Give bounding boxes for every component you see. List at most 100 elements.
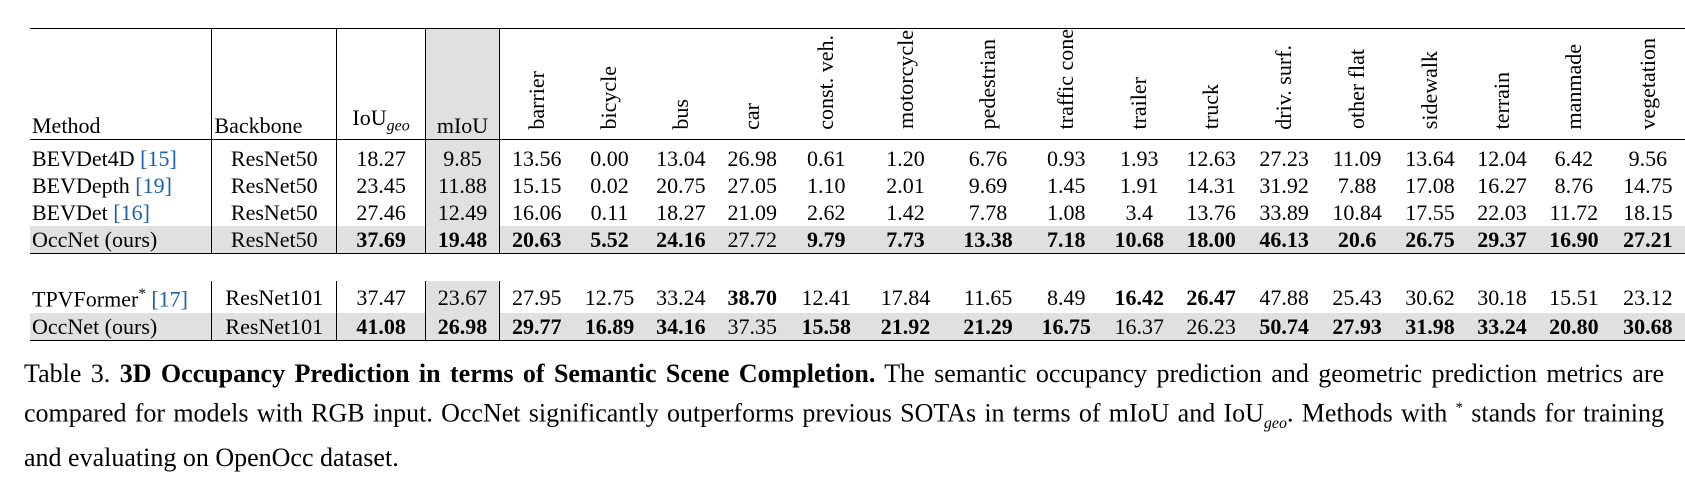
class-value-cell: 29.77 — [499, 312, 574, 341]
class-value-cell: 1.45 — [1047, 173, 1086, 199]
class-value-cell: 16.42 — [1114, 284, 1165, 310]
table-row: BEVDet4D [15] ResNet50 18.27 9.85 13.56 0.00 1… — [30, 139, 1685, 173]
class-value-cell: 12.04 — [1477, 146, 1527, 172]
iou-cell: 41.08 — [336, 312, 426, 341]
class-value-cell: 8.49 — [1047, 284, 1086, 310]
class-value-cell: 13.56 — [512, 146, 562, 172]
caption-period: . — [1287, 398, 1294, 428]
method-cell: BEVDepth [19] — [32, 173, 172, 199]
caption-note: Methods with — [1301, 398, 1448, 428]
class-value-cell: 11.65 — [963, 284, 1013, 310]
caption-sup: * — [1455, 400, 1464, 416]
class-value-cell: 14.31 — [1186, 173, 1236, 199]
method-cell: OccNet (ours) — [30, 312, 212, 341]
miou-cell: 9.85 — [424, 139, 501, 173]
class-value-cell: 30.68 — [1610, 312, 1685, 341]
class-value-cell: 1.93 — [1120, 146, 1159, 172]
class-value-cell: 27.72 — [716, 226, 789, 254]
class-value-cell: 20.80 — [1536, 312, 1611, 341]
class-value-cell: 26.47 — [1186, 284, 1236, 310]
backbone-cell: ResNet101 — [211, 281, 337, 313]
class-value-cell: 27.95 — [512, 284, 562, 310]
iou-cell: 27.46 — [336, 199, 426, 227]
class-value-cell: 1.91 — [1120, 173, 1159, 199]
class-value-cell: 38.70 — [727, 284, 777, 310]
table-row: BEVDet [16] ResNet50 27.46 12.49 16.06 0.11 18… — [30, 199, 1685, 227]
class-value-cell: 21.92 — [864, 312, 947, 341]
class-value-cell: 10.68 — [1103, 226, 1176, 254]
class-value-cell: 7.73 — [864, 226, 947, 254]
miou-cell: 19.48 — [424, 226, 501, 254]
class-value-cell: 12.63 — [1186, 146, 1236, 172]
class-value-cell: 30.62 — [1405, 284, 1455, 310]
miou-cell: 11.88 — [424, 172, 501, 200]
class-value-cell: 31.92 — [1259, 173, 1309, 199]
header-class: trailer — [1103, 27, 1176, 141]
class-value-cell: 29.37 — [1467, 226, 1537, 254]
class-value-cell: 2.62 — [807, 200, 846, 226]
header-backbone: Backbone — [211, 27, 337, 141]
header-class: terrain — [1467, 27, 1537, 141]
class-value-cell: 20.63 — [499, 226, 574, 254]
header-iou: IoUgeo — [336, 27, 426, 141]
class-value-cell: 31.98 — [1393, 312, 1468, 341]
class-value-cell: 26.98 — [727, 146, 777, 172]
class-value-cell: 9.69 — [968, 173, 1008, 199]
class-value-cell: 17.84 — [880, 284, 931, 310]
class-value-cell: 50.74 — [1247, 312, 1322, 341]
miou-cell: 23.67 — [424, 281, 501, 313]
table-row: TPVFormer* [17] ResNet101 37.47 23.67 27.95 1… — [30, 281, 1685, 313]
class-value-cell: 30.18 — [1477, 284, 1527, 310]
class-value-cell: 0.11 — [590, 200, 629, 226]
class-value-cell: 1.42 — [886, 200, 925, 226]
class-value-cell: 33.89 — [1259, 200, 1309, 226]
class-value-cell: 16.06 — [512, 200, 562, 226]
caption-note-end: stands for training and evaluating on Op… — [24, 398, 1665, 472]
method-cell: BEVDet [16] — [32, 200, 150, 226]
class-value-cell: 37.35 — [716, 312, 789, 341]
backbone-cell: ResNet101 — [211, 312, 337, 341]
header-method: Method — [30, 27, 212, 141]
caption-body: The semantic occupancy prediction and ge… — [24, 359, 1665, 428]
class-value-cell: 18.15 — [1623, 200, 1673, 226]
class-value-cell: 27.23 — [1259, 146, 1309, 172]
class-value-cell: 34.16 — [645, 312, 717, 341]
class-value-cell: 21.29 — [946, 312, 1030, 341]
class-value-cell: 10.84 — [1332, 200, 1382, 226]
class-value-cell: 0.02 — [590, 173, 629, 199]
class-value-cell: 1.20 — [886, 146, 925, 172]
class-value-cell: 47.88 — [1259, 284, 1309, 310]
backbone-cell: ResNet50 — [211, 199, 337, 227]
class-value-cell: 18.00 — [1175, 226, 1248, 254]
class-value-cell: 7.18 — [1029, 226, 1104, 254]
header-class: car — [716, 27, 789, 141]
class-value-cell: 25.43 — [1332, 284, 1382, 310]
method-cell: OccNet (ours) — [30, 226, 212, 254]
class-value-cell: 11.72 — [1549, 200, 1599, 226]
results-table: Method Backbone IoUgeo mIoU barrier bicy… — [30, 27, 1685, 341]
class-value-cell: 12.41 — [801, 284, 852, 310]
class-value-cell: 21.09 — [727, 200, 777, 226]
class-value-cell: 0.00 — [590, 146, 629, 172]
header-row: Method Backbone IoUgeo mIoU barrier bicy… — [30, 27, 1685, 141]
class-value-cell: 1.10 — [807, 173, 846, 199]
class-value-cell: 3.4 — [1125, 200, 1154, 226]
table-row: OccNet (ours) ResNet50 37.69 19.48 20.63 5.52… — [30, 226, 1685, 254]
class-value-cell: 1.08 — [1047, 200, 1086, 226]
class-value-cell: 26.23 — [1175, 312, 1248, 341]
class-value-cell: 20.75 — [656, 173, 706, 199]
class-value-cell: 13.76 — [1186, 200, 1236, 226]
class-value-cell: 33.24 — [656, 284, 706, 310]
class-value-cell: 14.75 — [1623, 173, 1673, 199]
class-value-cell: 24.16 — [645, 226, 717, 254]
class-value-cell: 0.61 — [807, 146, 846, 172]
class-value-cell: 6.76 — [968, 146, 1008, 172]
iou-cell: 37.69 — [336, 226, 426, 254]
class-value-cell: 20.6 — [1321, 226, 1394, 254]
table-row: BEVDepth [19] ResNet50 23.45 11.88 15.15 0.02… — [30, 172, 1685, 200]
class-value-cell: 13.64 — [1405, 146, 1455, 172]
header-class: pedestrian — [946, 27, 1030, 141]
backbone-cell: ResNet50 — [211, 139, 337, 173]
header-class: const. veh. — [788, 27, 865, 141]
